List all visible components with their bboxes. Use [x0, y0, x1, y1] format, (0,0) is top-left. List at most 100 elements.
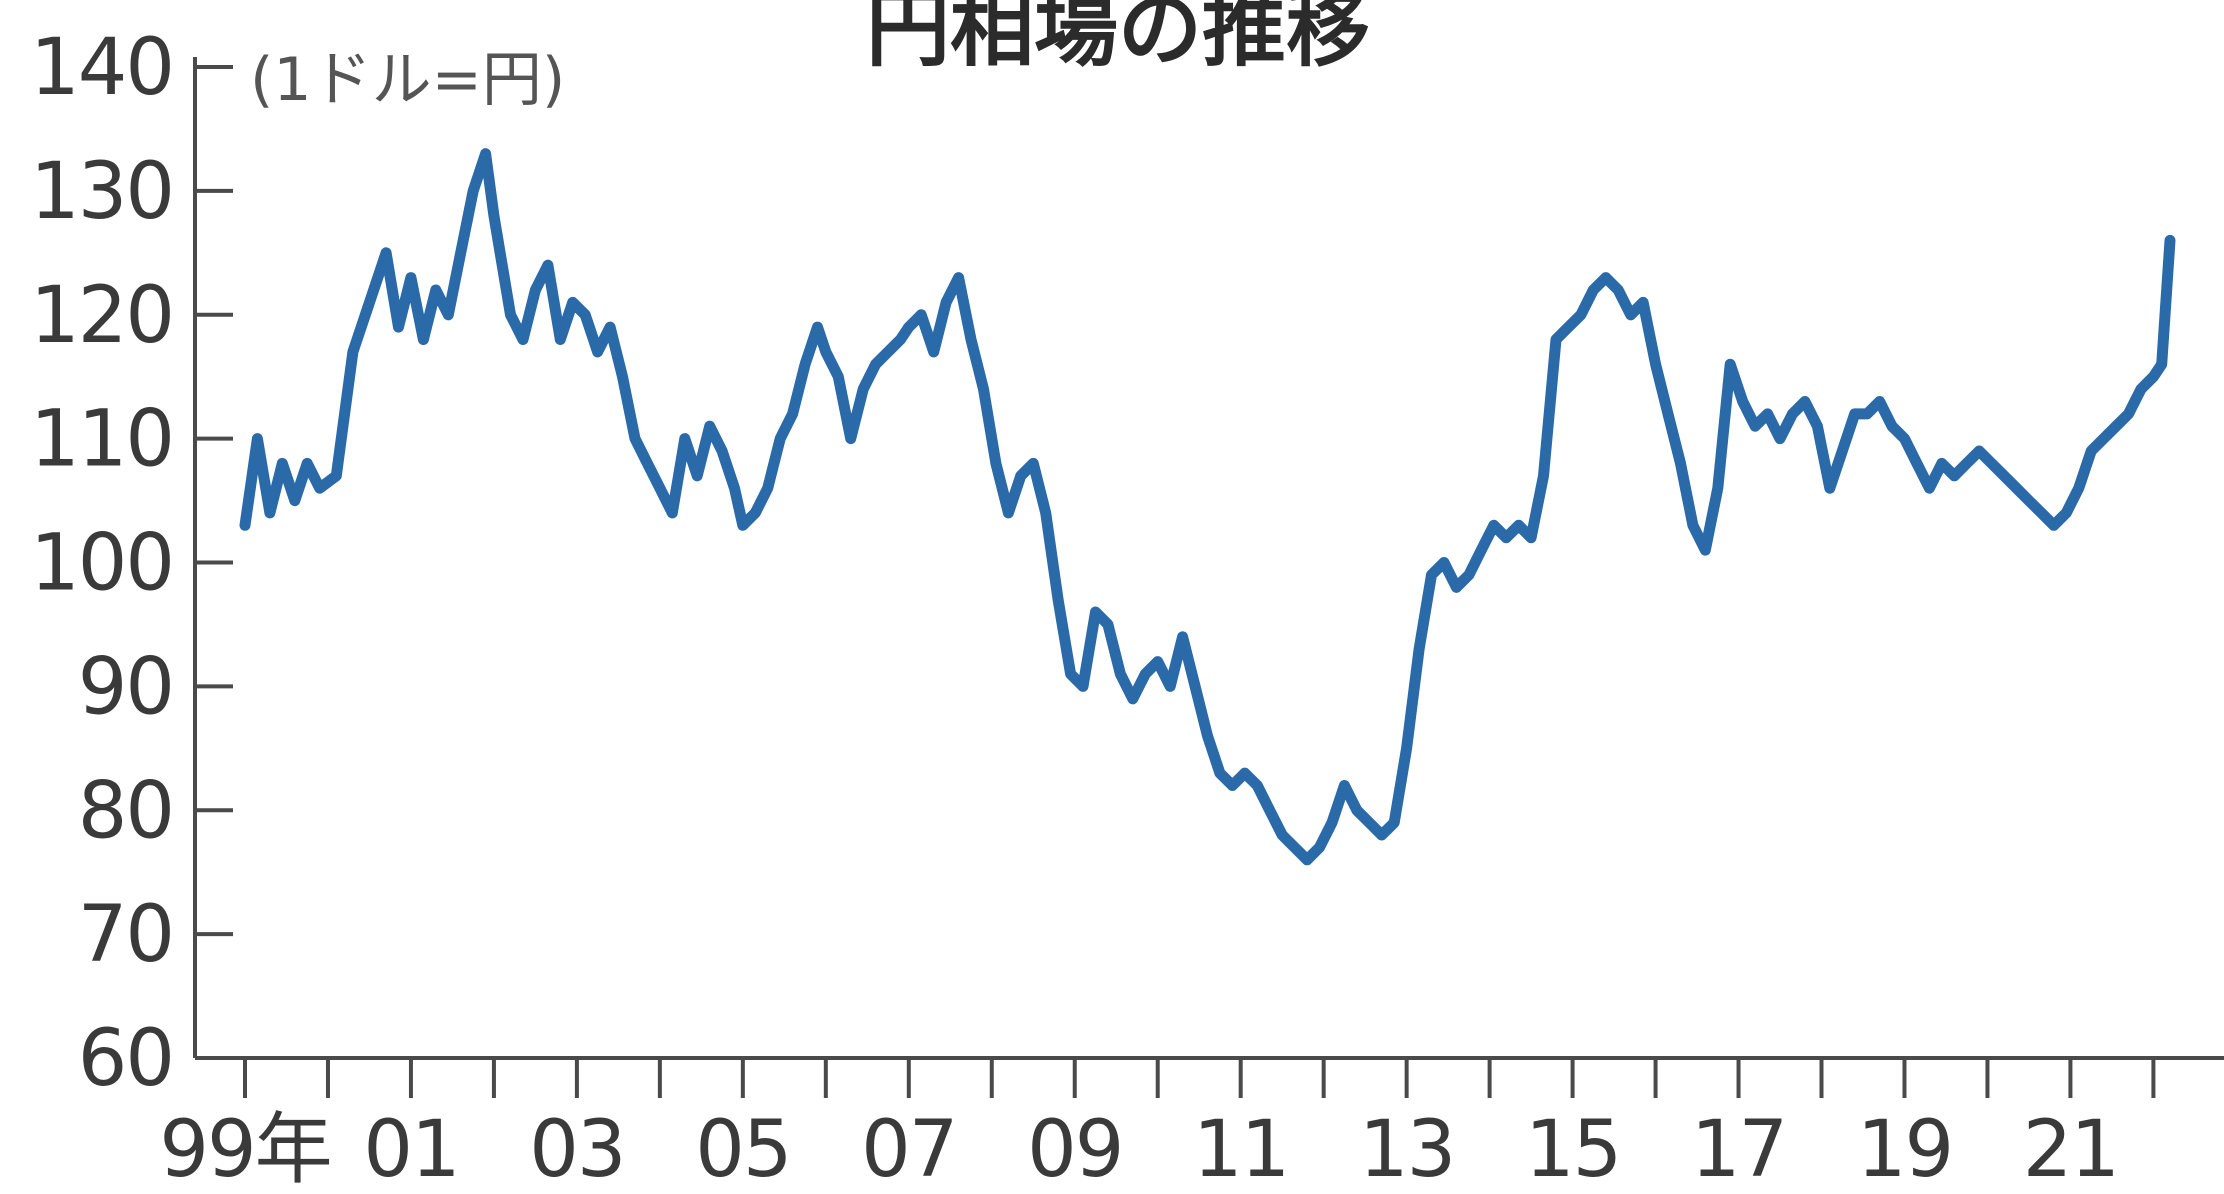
data-point — [694, 472, 701, 479]
data-point — [1938, 460, 1945, 467]
data-point — [1889, 423, 1895, 430]
data-point — [992, 460, 999, 467]
data-point — [1453, 584, 1460, 591]
data-point — [897, 336, 904, 343]
y-tick-label: 100 — [30, 519, 173, 609]
data-point — [1067, 671, 1074, 677]
data-point — [557, 336, 564, 343]
data-point — [1055, 596, 1062, 603]
data-point — [1490, 522, 1497, 529]
data-point — [814, 324, 821, 331]
data-point — [490, 212, 497, 219]
data-point — [2050, 522, 2057, 529]
data-point — [607, 324, 614, 331]
data-point — [1266, 807, 1273, 814]
data-point — [968, 336, 974, 343]
data-point — [943, 299, 950, 306]
data-point — [2013, 485, 2020, 492]
data-point — [1876, 398, 1883, 405]
data-point — [569, 299, 576, 306]
data-point — [594, 348, 601, 355]
data-point — [1304, 856, 1311, 863]
data-point — [1602, 274, 1609, 281]
x-tick-label: 03 — [529, 1105, 624, 1194]
y-axis-ticks: 140 130 120 110 100 90 80 70 60 — [30, 23, 233, 1104]
data-point — [1665, 410, 1671, 417]
y-tick-label: 140 — [30, 23, 173, 113]
data-point — [847, 435, 854, 442]
x-axis-ticks: 99年 01 03 05 07 09 11 13 15 17 19 21 — [159, 1058, 2156, 1194]
data-point — [2150, 373, 2157, 380]
data-point — [1005, 509, 1012, 516]
data-point — [872, 361, 879, 368]
data-point — [1727, 361, 1734, 368]
data-point — [1167, 683, 1174, 690]
data-point — [681, 435, 688, 442]
data-point — [1577, 311, 1584, 318]
data-point — [1465, 571, 1472, 578]
data-point — [1714, 485, 1721, 492]
data-point — [445, 311, 452, 318]
data-point — [1764, 410, 1771, 417]
data-point — [1963, 460, 1970, 467]
data-point — [1216, 770, 1223, 777]
x-tick-label: 17 — [1691, 1105, 1786, 1194]
data-point — [291, 497, 298, 504]
data-point — [980, 386, 987, 393]
data-point — [789, 410, 796, 417]
data-point — [1565, 324, 1572, 331]
axes — [193, 57, 2224, 1060]
data-point — [1353, 807, 1360, 814]
data-point — [407, 274, 414, 281]
data-point — [1652, 361, 1659, 368]
data-point — [1142, 671, 1149, 677]
data-point — [1416, 646, 1423, 653]
data-point — [835, 373, 842, 380]
data-point — [2075, 485, 2082, 492]
data-point — [1913, 460, 1920, 467]
data-point — [1528, 534, 1535, 541]
chart-title: 円相場の推移 — [866, 0, 1370, 78]
data-point — [1092, 609, 1099, 615]
x-tick-label: 13 — [1359, 1105, 1454, 1194]
data-point — [1515, 522, 1522, 529]
data-point — [1503, 534, 1510, 541]
y-tick-label: 120 — [30, 271, 173, 361]
data-point — [520, 336, 526, 343]
data-point — [764, 485, 771, 492]
data-point — [383, 249, 390, 256]
data-point — [1291, 844, 1298, 851]
data-point — [1428, 571, 1435, 578]
data-point — [1615, 287, 1622, 293]
data-point — [1192, 683, 1199, 690]
data-point — [1839, 448, 1846, 454]
data-point — [930, 348, 937, 355]
data-point — [1378, 832, 1385, 838]
data-point — [1179, 633, 1186, 640]
data-point — [2113, 423, 2120, 430]
data-point — [2063, 509, 2070, 516]
data-point — [1864, 410, 1871, 417]
data-point — [918, 311, 925, 318]
data-point — [2088, 448, 2095, 454]
data-point — [1777, 435, 1783, 442]
data-point — [1403, 745, 1410, 752]
data-point — [1478, 547, 1485, 554]
x-tick-label: 07 — [861, 1105, 956, 1194]
data-point — [669, 509, 676, 516]
data-point — [2100, 435, 2107, 442]
data-point — [752, 509, 759, 516]
data-point — [2158, 361, 2165, 368]
data-point — [656, 485, 663, 492]
data-point — [1254, 782, 1261, 789]
data-point — [1279, 832, 1286, 838]
data-point — [1117, 671, 1124, 677]
data-point — [1391, 819, 1398, 826]
data-point — [739, 522, 746, 529]
x-tick-label: 21 — [2023, 1105, 2118, 1194]
x-tick-label: 09 — [1027, 1105, 1122, 1194]
data-point — [507, 311, 514, 318]
data-point — [470, 187, 477, 194]
data-point — [2038, 509, 2045, 516]
